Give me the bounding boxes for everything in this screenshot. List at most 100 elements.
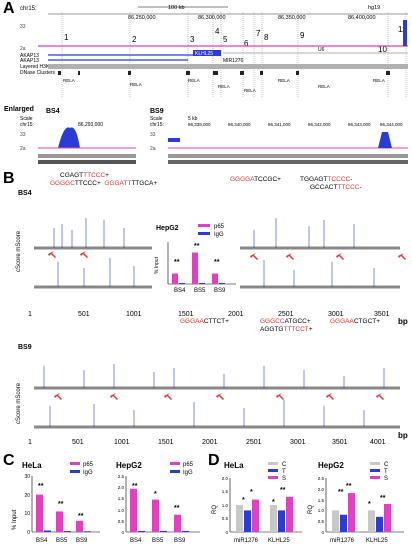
gene-2: AKAP13 bbox=[20, 58, 39, 64]
svg-text:2501: 2501 bbox=[246, 439, 262, 446]
d-hela-bar-1-2 bbox=[286, 496, 293, 532]
c-hela-title: HeLa bbox=[22, 461, 42, 470]
b-bottom-map: cScore mScore 1 501 1001 1501 2001 2501 … bbox=[16, 364, 408, 446]
c-hepg2-sig-2: ** bbox=[174, 505, 180, 512]
d-hela-legend-t: T bbox=[282, 469, 286, 475]
svg-text:1501: 1501 bbox=[158, 439, 174, 446]
svg-text:1: 1 bbox=[28, 311, 32, 318]
c-hela-sig-1: ** bbox=[58, 501, 64, 508]
c-hepg2-ytick-0: 0 bbox=[121, 530, 124, 535]
b-inset-bar-1-1 bbox=[199, 282, 205, 284]
d-hepg2-ytick-2: 1.0 bbox=[318, 508, 325, 513]
b-top-ticks: 1 501 1001 1501 2001 2501 3001 3501 bbox=[28, 311, 390, 318]
klhl25-gene bbox=[193, 50, 221, 56]
d-hela-bar-1-1 bbox=[278, 510, 285, 532]
c-hela-sig-0: ** bbox=[38, 483, 44, 490]
b-inset-svg: HepG2 p65 IgG % Input BS4 BS5 BS9 ** ** … bbox=[154, 224, 236, 294]
pos-4: 86,400,000 bbox=[348, 15, 376, 21]
enlarged-label: Enlarged bbox=[4, 106, 34, 113]
c-hela-ytick-1: 10 bbox=[24, 511, 30, 517]
c-hepg2-cat-0: BS4 bbox=[130, 538, 142, 544]
d-hepg2-legend-c-swatch bbox=[370, 462, 380, 465]
d-hepg2-bar-1-1 bbox=[376, 516, 383, 532]
dnase-label: DNase Clusters bbox=[20, 70, 56, 76]
c-hepg2-bar-2-1 bbox=[182, 530, 189, 532]
d-hela-ytick-2: 1.0 bbox=[222, 503, 229, 508]
d-hepg2-bar-0-2 bbox=[348, 493, 355, 532]
svg-text:86,341,000: 86,341,000 bbox=[268, 122, 291, 127]
pos-2: 86,300,000 bbox=[198, 15, 226, 21]
d-hepg2-bar-1-2 bbox=[384, 503, 391, 532]
svg-text:86,339,000: 86,339,000 bbox=[188, 122, 211, 127]
genome-label: hg19 bbox=[368, 5, 380, 11]
c-hela-bar-2-0 bbox=[76, 520, 83, 532]
panel-c-charts: HeLa % Input 0 10 20 30 p65 IgG ** ** **… bbox=[12, 461, 200, 544]
svg-text:33: 33 bbox=[150, 132, 156, 138]
c-hepg2-legend-p65: p65 bbox=[183, 462, 194, 468]
c-hela-ytick-2: 20 bbox=[24, 493, 30, 499]
svg-text:RELA: RELA bbox=[278, 78, 290, 83]
svg-text:3001: 3001 bbox=[328, 311, 344, 318]
svg-text:5 kb: 5 kb bbox=[188, 116, 198, 122]
svg-text:RELA: RELA bbox=[373, 78, 385, 83]
d-hela-ytick-0: 0 bbox=[225, 530, 228, 535]
b-bs4-title: BS4 bbox=[18, 190, 32, 197]
rela-labels: RELA RELA RELA RELA RELA RELA RELA RELA bbox=[63, 78, 385, 93]
c-hepg2-ytick-1: 0.5 bbox=[118, 519, 125, 524]
d-hepg2-cat-0: miR1276 bbox=[330, 538, 355, 544]
b-inset-legend-igg-swatch bbox=[198, 232, 210, 235]
svg-text:1: 1 bbox=[28, 439, 32, 446]
svg-text:2a: 2a bbox=[20, 46, 26, 52]
bs9-title: BS9 bbox=[150, 108, 164, 115]
site-8: 8 bbox=[264, 33, 269, 42]
d-hepg2-ytick-0: 0 bbox=[321, 530, 324, 535]
c-hepg2-ytick-2: 1.0 bbox=[118, 508, 125, 513]
b-inset-sig-0: ** bbox=[174, 259, 180, 266]
d-hepg2-bar-0-0 bbox=[332, 510, 339, 532]
d-hela-legend-c-swatch bbox=[268, 462, 278, 465]
svg-text:3501: 3501 bbox=[374, 311, 390, 318]
b-inset-cat-0: BS4 bbox=[174, 288, 186, 294]
d-hepg2-legend-s: S bbox=[384, 476, 388, 482]
d-hepg2-sig-3: ** bbox=[380, 495, 386, 502]
d-hela-ytick-1: 0.5 bbox=[222, 516, 229, 521]
c-hela-legend-p65: p65 bbox=[83, 462, 94, 468]
d-hela-ytick-4: 2.0 bbox=[222, 476, 229, 481]
scale-label: 100 kb bbox=[168, 5, 185, 11]
svg-text:33: 33 bbox=[20, 132, 26, 138]
chrom-label: chr15: bbox=[20, 6, 37, 12]
c-hela-sig-2: ** bbox=[78, 513, 84, 520]
svg-text:33: 33 bbox=[20, 24, 26, 30]
gene-3: KLHL25 bbox=[195, 51, 213, 57]
svg-text:RELA: RELA bbox=[188, 78, 200, 83]
b-inset-legend-p65-swatch bbox=[198, 224, 210, 227]
b-inset-bar-2-0 bbox=[212, 273, 218, 284]
d-hela-legend-s-swatch bbox=[268, 476, 278, 479]
c-hepg2-cat-2: BS9 bbox=[174, 538, 186, 544]
site-1: 1 bbox=[64, 33, 69, 42]
svg-text:2501: 2501 bbox=[278, 311, 294, 318]
c-hela-bar-0-1 bbox=[44, 530, 51, 532]
d-hepg2-ytick-3: 1.5 bbox=[318, 498, 325, 503]
b-inset-ylabel: % Input bbox=[154, 256, 160, 274]
c-hepg2-bar-2-0 bbox=[174, 514, 181, 532]
svg-text:3001: 3001 bbox=[290, 439, 306, 446]
pos-3: 86,350,000 bbox=[278, 15, 306, 21]
browser-track-svg: chr15: 100 kb hg19 86,250,000 86,300,000… bbox=[20, 5, 408, 97]
svg-text:RELA: RELA bbox=[130, 82, 142, 87]
d-hela-bar-0-0 bbox=[236, 505, 243, 532]
svg-text:RELA: RELA bbox=[318, 84, 330, 89]
d-hepg2-sig-0: ** bbox=[338, 489, 344, 496]
svg-text:RELA: RELA bbox=[218, 84, 230, 89]
b-inset-title: HepG2 bbox=[156, 225, 179, 232]
svg-text:RELA: RELA bbox=[63, 78, 75, 83]
b-inset-legend-igg: IgG bbox=[214, 232, 224, 238]
d-hepg2-cat-1: KLHL25 bbox=[366, 538, 388, 544]
site-3: 3 bbox=[190, 35, 195, 44]
c-hepg2-ytick-5: 2.5 bbox=[118, 474, 125, 479]
site-9: 9 bbox=[300, 31, 305, 40]
d-hela-bar-1-0 bbox=[270, 505, 277, 532]
d-hela-legend-t-swatch bbox=[268, 469, 278, 472]
d-hepg2-legend-t-swatch bbox=[370, 469, 380, 472]
h3k27ac-label: Layered H3K27Ac bbox=[20, 64, 61, 70]
